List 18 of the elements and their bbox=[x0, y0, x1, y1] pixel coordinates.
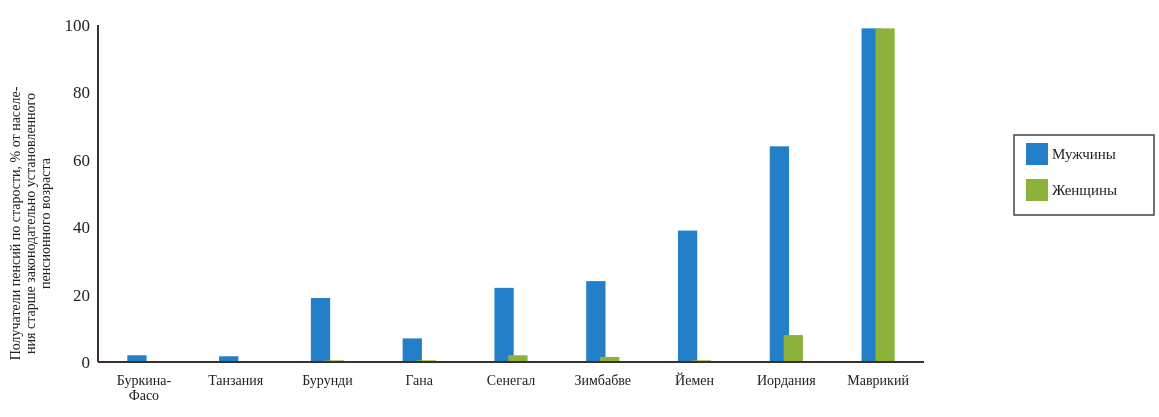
y-tick-label: 100 bbox=[64, 15, 90, 35]
x-tick-label: Зимбабве bbox=[574, 373, 632, 388]
x-tick-label: Маврикий bbox=[847, 373, 910, 388]
x-tick-label: Иордания bbox=[756, 373, 817, 388]
legend-label: Женщины bbox=[1052, 182, 1118, 199]
x-tick-label: Буркина- Фасо bbox=[116, 373, 172, 403]
x-tick-label: Танзания bbox=[208, 373, 264, 388]
y-tick-label: 0 bbox=[81, 352, 90, 372]
x-tick-label: Йемен bbox=[675, 372, 715, 388]
x-tick-label: Гана bbox=[405, 373, 434, 388]
x-tick-label: Бурунди bbox=[302, 373, 354, 388]
x-tick-label: Сенегал bbox=[486, 373, 536, 388]
y-tick-label: 40 bbox=[73, 218, 90, 238]
y-tick-label: 60 bbox=[73, 150, 90, 170]
legend-label: Мужчины bbox=[1052, 146, 1116, 163]
y-axis-title: Получатели пенсий по старости, % от населе- ния старше законодательно установленного пенсионного возраста bbox=[8, 86, 53, 361]
y-tick-label: 80 bbox=[73, 83, 90, 103]
y-tick-label: 20 bbox=[73, 285, 90, 305]
